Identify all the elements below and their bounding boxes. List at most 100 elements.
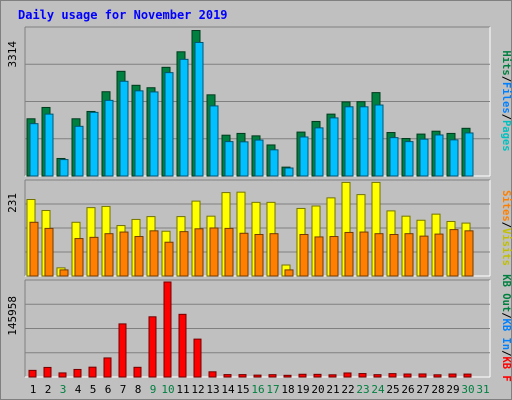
panel-1-bar-files-day-2: [44, 113, 54, 177]
x-tick-label-30: 30: [461, 383, 474, 396]
panel-2-bar-sites-day-17: [269, 233, 279, 277]
legend-entry: KB In: [500, 319, 512, 351]
x-tick-label-23: 23: [356, 383, 369, 396]
panel-2-bar-sites-day-6: [104, 233, 114, 277]
panel-2-bar-sites-day-23: [359, 231, 369, 277]
panel-1-bar-files-day-28: [434, 134, 444, 177]
panel-2-bar-sites-day-1: [29, 221, 39, 277]
panel-2-bar-sites-day-25: [389, 233, 399, 277]
legend-entry: /: [500, 222, 512, 228]
panel-1-bar-files-day-4: [74, 125, 84, 177]
panel-2-bar-sites-day-20: [314, 236, 324, 277]
x-tick-label-31: 31: [476, 383, 489, 396]
panel-1-bar-files-day-20: [314, 127, 324, 177]
panel-2-bar-sites-day-5: [89, 236, 99, 277]
panel-2-bar-sites-day-11: [179, 231, 189, 277]
x-tick-label-24: 24: [371, 383, 385, 396]
x-tick-label-9: 9: [150, 383, 157, 396]
panel-2-bar-sites-day-12: [194, 228, 204, 277]
panel-3-bar-kb-f-day-10: [163, 281, 172, 378]
panel-1-bar-files-day-3: [59, 159, 69, 177]
panel-2-bar-sites-day-27: [419, 235, 429, 277]
panel-3-bar-kb-f-day-5: [88, 366, 97, 378]
panel-2-ymax-label: 231: [6, 193, 19, 213]
x-tick-label-26: 26: [401, 383, 414, 396]
x-tick-label-5: 5: [90, 383, 97, 396]
legend-entry: /: [500, 114, 512, 120]
panel-3-bar-kb-f-day-16: [253, 374, 262, 378]
panel-1-bar-files-day-18: [284, 167, 294, 177]
x-tick-label-15: 15: [236, 383, 249, 396]
panel-3-bar-kb-f-day-18: [283, 374, 292, 378]
panel-1-bar-files-day-30: [464, 132, 474, 177]
panel-2-bar-sites-day-26: [404, 233, 414, 277]
panel-2-bar-sites-day-13: [209, 227, 219, 277]
panel-3-bar-kb-f-day-22: [343, 372, 352, 378]
panel-1-bar-files-day-6: [104, 99, 114, 177]
panel-3-bar-kb-f-day-24: [373, 374, 382, 378]
panel-1-bar-files-day-9: [149, 91, 159, 177]
panel-1-bar-files-day-15: [239, 141, 249, 177]
panel-2-legend: Sites/Visits: [500, 190, 512, 266]
x-tick-label-6: 6: [105, 383, 112, 396]
panel-2-bar-sites-day-19: [299, 233, 309, 277]
panel-1-bar-files-day-23: [359, 106, 369, 177]
panel-2-bar-sites-day-14: [224, 227, 234, 277]
x-tick-label-2: 2: [45, 383, 52, 396]
legend-entry: KB Out: [500, 274, 512, 312]
x-tick-label-12: 12: [191, 383, 204, 396]
x-tick-label-16: 16: [251, 383, 264, 396]
x-tick-label-14: 14: [221, 383, 235, 396]
x-tick-label-17: 17: [266, 383, 279, 396]
panel-2-bar-sites-day-28: [434, 233, 444, 277]
x-tick-label-25: 25: [386, 383, 399, 396]
panel-3-bar-kb-f-day-1: [28, 369, 37, 378]
legend-entry: Files: [500, 82, 512, 114]
x-tick-label-3: 3: [60, 383, 67, 396]
panel-1-bar-files-day-8: [134, 90, 144, 177]
x-tick-label-13: 13: [206, 383, 219, 396]
panel-1-bar-files-day-16: [254, 139, 264, 177]
panel-2-bar-sites-day-22: [344, 231, 354, 277]
panel-1-bar-files-day-7: [119, 80, 129, 177]
panel-2-bar-sites-day-16: [254, 233, 264, 277]
panel-3-bar-kb-f-day-21: [328, 374, 337, 378]
panel-1-bar-files-day-5: [89, 111, 99, 177]
x-tick-label-7: 7: [120, 383, 127, 396]
x-tick-label-10: 10: [161, 383, 174, 396]
panel-1-bar-files-day-17: [269, 149, 279, 177]
x-tick-label-19: 19: [296, 383, 309, 396]
panel-3-legend: KB Out/KB In/KB F: [500, 274, 512, 382]
x-tick-label-18: 18: [281, 383, 294, 396]
panel-1-bar-files-day-13: [209, 105, 219, 177]
panel-1-bar-files-day-22: [344, 106, 354, 177]
panel-1-bar-files-day-24: [374, 104, 384, 177]
panel-3-ymax-label: 145958: [6, 296, 19, 336]
panel-1-bar-files-day-21: [329, 117, 339, 177]
x-tick-label-28: 28: [431, 383, 444, 396]
x-tick-label-1: 1: [30, 383, 37, 396]
panel-3-bar-kb-f-day-29: [448, 373, 457, 378]
panel-3-bar-kb-f-day-8: [133, 366, 142, 378]
panel-1-bar-files-day-25: [389, 137, 399, 177]
panel-3-bar-kb-f-day-15: [238, 374, 247, 378]
x-tick-label-27: 27: [416, 383, 429, 396]
panel-3-bar-kb-f-day-14: [223, 374, 232, 378]
panel-1-legend: Hits/Files/Pages: [500, 50, 512, 151]
legend-entry: Hits: [500, 50, 512, 75]
x-tick-label-20: 20: [311, 383, 324, 396]
panel-1-bar-files-day-12: [194, 41, 204, 177]
legend-entry: KB F: [500, 356, 512, 381]
panel-2-bar-sites-day-30: [464, 230, 474, 277]
panel-2-bar-sites-day-8: [134, 236, 144, 277]
panel-1-ymax-label: 3314: [6, 41, 19, 68]
x-tick-label-4: 4: [75, 383, 82, 396]
panel-1-bar-files-day-10: [164, 72, 174, 177]
x-tick-label-21: 21: [326, 383, 339, 396]
panel-3-bar-kb-f-day-25: [388, 373, 397, 378]
x-tick-label-8: 8: [135, 383, 142, 396]
panel-3-bar-kb-f-day-27: [418, 373, 427, 378]
chart-title: Daily usage for November 2019: [18, 8, 228, 22]
panel-2-bar-sites-day-29: [449, 229, 459, 277]
